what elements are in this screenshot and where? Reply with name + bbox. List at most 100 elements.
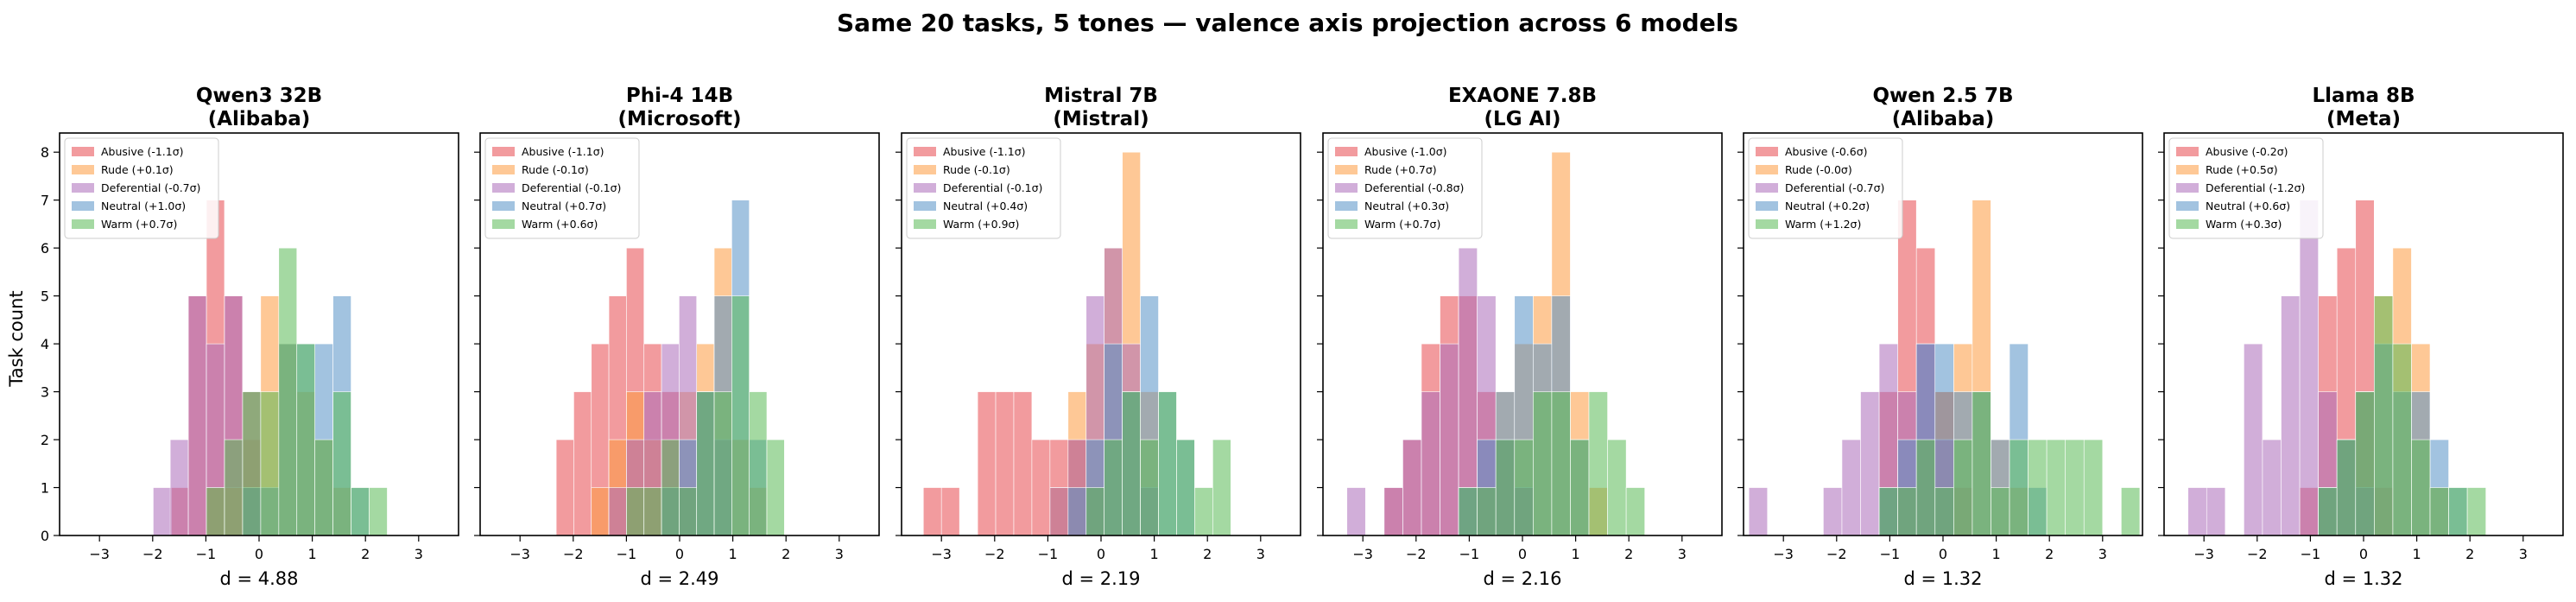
x-axis-label: d = 2.19: [1061, 568, 1140, 589]
bar-warm: [1972, 391, 1991, 536]
legend-entry: Abusive (-0.2σ): [2206, 145, 2288, 158]
bar-deferential: [1748, 487, 1769, 536]
bar-warm: [1551, 391, 1571, 536]
legend-entry: Deferential (-0.1σ): [943, 181, 1042, 194]
x-tick-label: −1: [617, 546, 637, 562]
legend-box: [484, 137, 640, 239]
bar-warm: [296, 343, 315, 536]
x-tick-label: −3: [510, 546, 530, 562]
bar-warm: [1533, 391, 1553, 536]
bar-warm: [1194, 487, 1213, 536]
legend-swatch: [1335, 147, 1358, 156]
histogram-bars: [2187, 200, 2486, 536]
legend: Abusive (-1.1σ) Rude (-0.1σ) Deferential (…: [484, 137, 640, 239]
bar-warm: [369, 487, 388, 536]
bar-warm: [1212, 439, 1231, 536]
legend-swatch: [492, 219, 515, 229]
bar-deferential: [153, 487, 172, 536]
legend-entry: Rude (+0.1σ): [101, 163, 174, 176]
legend-entry: Deferential (-0.7σ): [101, 181, 200, 194]
bar-warm: [1953, 439, 1973, 536]
legend-entry: Deferential (-0.1σ): [522, 181, 621, 194]
legend-box: [2168, 137, 2324, 239]
x-tick-label: −1: [2301, 546, 2321, 562]
legend-entry: Warm (+0.7σ): [1364, 218, 1440, 231]
bar-warm: [1607, 439, 1627, 536]
bar-rude: [591, 487, 610, 536]
bar-warm: [2429, 487, 2449, 536]
legend-swatch: [1756, 165, 1778, 174]
bar-warm: [731, 295, 750, 536]
subplot-title-line: (Alibaba): [208, 108, 311, 130]
legend-entry: Rude (-0.1σ): [522, 163, 589, 176]
x-tick-label: 2: [782, 546, 790, 562]
bar-deferential: [608, 487, 627, 536]
legend-entry: Rude (-0.1σ): [943, 163, 1010, 176]
bar-warm: [2411, 439, 2431, 536]
histogram-bars: [1748, 200, 2141, 536]
x-tick-label: 0: [1939, 546, 1947, 562]
x-tick-label: 0: [255, 546, 263, 562]
legend-entry: Abusive (-0.6σ): [1785, 145, 1868, 158]
legend-swatch: [914, 147, 936, 156]
x-tick-label: 1: [1992, 546, 2001, 562]
bar-warm: [2065, 439, 2085, 536]
bar-deferential: [187, 295, 207, 536]
bar-warm: [749, 391, 768, 536]
bar-deferential: [169, 439, 189, 536]
x-tick-label: −3: [89, 546, 110, 562]
legend-swatch: [2176, 183, 2199, 193]
y-tick-label: 5: [41, 288, 49, 305]
bar-warm: [1570, 439, 1590, 536]
bar-warm: [1625, 487, 1645, 536]
legend: Abusive (-0.6σ) Rude (-0.0σ) Deferential (…: [1748, 137, 1903, 239]
x-axis-label: d = 2.49: [640, 568, 718, 589]
bar-warm: [2083, 439, 2104, 536]
bar-deferential: [2281, 295, 2301, 536]
legend-entry: Abusive (-1.1σ): [101, 145, 184, 158]
bar-warm: [314, 439, 333, 536]
bar-warm: [713, 391, 732, 536]
figure-title: Same 20 tasks, 5 tones — valence axis pr…: [837, 9, 1738, 37]
x-tick-label: 2: [361, 546, 370, 562]
x-tick-label: 2: [1203, 546, 1212, 562]
bar-abusive: [977, 391, 997, 536]
legend-entry: Rude (+0.5σ): [2206, 163, 2278, 176]
legend-swatch: [1335, 201, 1358, 211]
subplot-6: Llama 8B(Meta) −3 −2 −1 0 1 2 3 d = 1.32 Abusive …: [2158, 85, 2564, 589]
x-tick-label: −2: [563, 546, 584, 562]
bar-deferential: [1823, 487, 1843, 536]
bar-abusive: [995, 391, 1015, 536]
bar-deferential: [2187, 487, 2207, 536]
subplot-title-line: (LG AI): [1484, 108, 1561, 130]
x-tick-label: 1: [308, 546, 317, 562]
legend-swatch: [914, 219, 936, 229]
bar-warm: [1495, 439, 1516, 536]
legend: Abusive (-1.0σ) Rude (+0.7σ) Deferential (…: [1327, 137, 1483, 239]
subplot-2: Phi-4 14B(Microsoft) −3 −2 −1 0 1 2 3 d = 2.49 Ab…: [474, 85, 880, 589]
legend-swatch: [72, 183, 94, 193]
legend-swatch: [72, 165, 94, 174]
legend-entry: Deferential (-0.8σ): [1364, 181, 1464, 194]
legend-swatch: [1756, 201, 1778, 211]
bar-warm: [1458, 487, 1478, 536]
x-tick-label: −3: [1773, 546, 1794, 562]
bar-warm: [2009, 439, 2029, 536]
bar-abusive: [922, 487, 942, 536]
bar-warm: [2046, 439, 2066, 536]
bar-warm: [1122, 391, 1141, 536]
bar-deferential: [1402, 439, 1422, 536]
y-tick-label: 2: [41, 432, 49, 448]
bar-warm: [1588, 391, 1608, 536]
x-tick-label: 1: [729, 546, 737, 562]
legend-box: [906, 137, 1061, 239]
y-tick-label: 8: [41, 144, 49, 161]
legend-entry: Neutral (+0.4σ): [943, 200, 1028, 212]
bar-abusive: [1031, 439, 1051, 536]
bar-warm: [1140, 439, 1159, 536]
bar-warm: [2392, 343, 2412, 536]
x-tick-label: −2: [142, 546, 163, 562]
subplot-title-line: (Mistral): [1053, 108, 1149, 130]
y-tick-label: 1: [41, 480, 49, 497]
